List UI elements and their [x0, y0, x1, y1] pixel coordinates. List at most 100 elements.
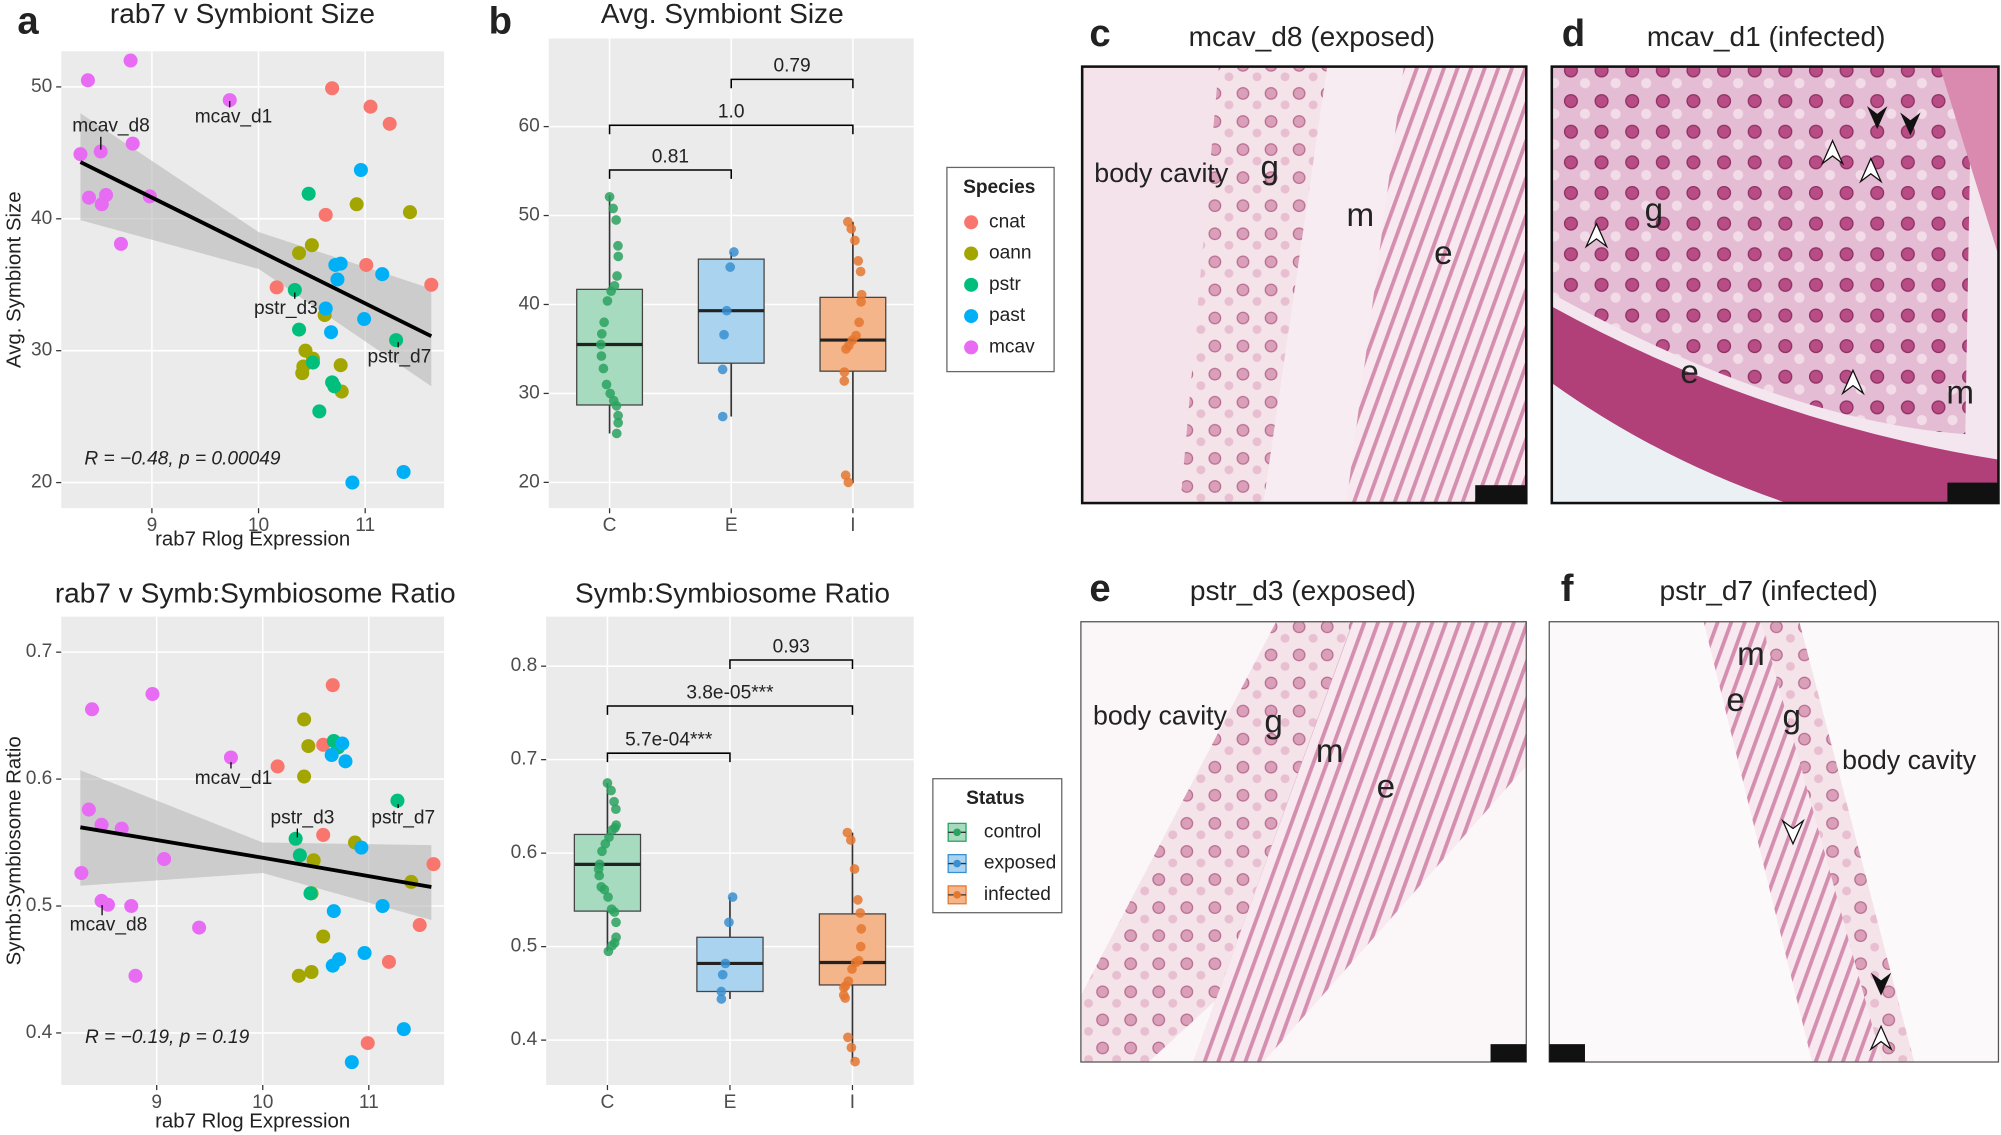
- x-tick-label: 11: [355, 515, 375, 536]
- point: [843, 1032, 853, 1043]
- x-axis-label: rab7 Rlog Expression: [155, 1110, 350, 1132]
- significance-label: 5.7e-04***: [625, 729, 713, 750]
- point: [725, 262, 736, 272]
- x-axis-label: rab7 Rlog Expression: [155, 528, 350, 550]
- micrograph-c: [1080, 65, 1528, 505]
- point: [854, 317, 864, 328]
- point: [840, 993, 851, 1003]
- point: [344, 1055, 359, 1070]
- point: [613, 417, 624, 428]
- micrograph-e: [1080, 621, 1527, 1063]
- point: [304, 964, 319, 980]
- point: [412, 918, 427, 933]
- point: [94, 817, 109, 832]
- point: [390, 793, 405, 808]
- tissue-label: m: [1737, 636, 1765, 673]
- confidence-band: [80, 770, 432, 920]
- y-tick-label: 0.7: [511, 749, 538, 770]
- legend-label: infected: [984, 884, 1051, 905]
- tissue-label: m: [1347, 197, 1375, 234]
- chart-title: Avg. Symbiont Size: [601, 0, 844, 29]
- point: [608, 203, 619, 214]
- point: [720, 958, 731, 969]
- point: [325, 81, 340, 96]
- point: [717, 969, 728, 980]
- point: [598, 363, 609, 374]
- tissue-label: body cavity: [1093, 701, 1228, 731]
- point: [124, 898, 139, 914]
- y-tick-label: 40: [31, 208, 52, 229]
- point: [335, 736, 350, 751]
- micrograph-title: pstr_d3 (exposed): [1190, 575, 1416, 606]
- x-tick-label: C: [603, 515, 617, 536]
- point: [856, 296, 866, 307]
- point: [599, 884, 610, 895]
- panel-letter: e: [1089, 567, 1110, 610]
- point: [269, 280, 284, 295]
- legend-label: control: [984, 821, 1041, 842]
- point: [719, 329, 729, 340]
- legend-label: exposed: [984, 853, 1056, 874]
- point: [223, 750, 238, 765]
- point: [292, 322, 307, 337]
- tissue-label: m: [1316, 733, 1344, 770]
- y-tick-label: 40: [519, 294, 540, 315]
- point: [338, 754, 353, 769]
- point: [717, 364, 728, 375]
- y-tick-label: 30: [31, 340, 52, 361]
- point: [611, 401, 622, 411]
- point: [609, 907, 620, 917]
- y-tick-label: 0.4: [26, 1022, 53, 1043]
- tissue-label: g: [1782, 698, 1800, 735]
- panel-letter: f: [1561, 567, 1574, 610]
- stat-annotation: R = −0.48, p = 0.00049: [84, 449, 281, 470]
- point: [303, 886, 318, 901]
- regression-line: [80, 825, 432, 889]
- point: [839, 376, 850, 386]
- tissue-label: g: [1264, 704, 1282, 741]
- point: [724, 917, 734, 928]
- legend-swatch: [964, 277, 979, 292]
- legend-swatch-dot: [953, 891, 961, 899]
- point: [359, 257, 374, 272]
- y-tick-label: 0.5: [26, 895, 53, 916]
- point: [288, 831, 303, 846]
- legend-label: cnat: [989, 211, 1026, 232]
- panel-letter: d: [1562, 12, 1585, 55]
- point: [324, 747, 339, 762]
- point: [603, 892, 613, 902]
- point: [81, 190, 97, 205]
- x-tick-label: I: [850, 515, 855, 536]
- point: [292, 246, 307, 261]
- point: [304, 238, 319, 253]
- significance-bracket: [606, 752, 731, 763]
- point: [295, 366, 310, 381]
- panel-letter: c: [1089, 12, 1110, 55]
- tissue-label: body cavity: [1094, 158, 1229, 188]
- legend-swatch: [964, 309, 979, 324]
- legend-title: Status: [966, 788, 1024, 809]
- tissue-label: e: [1434, 235, 1452, 272]
- annotation: mcav_d8: [70, 915, 148, 936]
- annotation: mcav_d1: [195, 768, 273, 789]
- panel-letter: b: [489, 0, 512, 42]
- point: [402, 205, 417, 220]
- point: [73, 147, 88, 162]
- point: [270, 759, 285, 774]
- point: [363, 99, 378, 114]
- point: [81, 802, 96, 817]
- point: [846, 224, 857, 234]
- point: [855, 908, 866, 918]
- point: [611, 804, 621, 815]
- legend-title: Species: [963, 177, 1035, 198]
- micrograph-title: mcav_d1 (infected): [1647, 21, 1886, 52]
- tissue-label: e: [1377, 769, 1395, 806]
- y-tick-label: 50: [31, 76, 52, 97]
- y-tick-label: 0.4: [511, 1029, 538, 1050]
- point: [74, 865, 89, 881]
- point: [292, 848, 307, 863]
- point: [601, 379, 612, 390]
- point: [222, 93, 237, 108]
- x-tick-label: E: [724, 1092, 737, 1113]
- point: [845, 835, 856, 845]
